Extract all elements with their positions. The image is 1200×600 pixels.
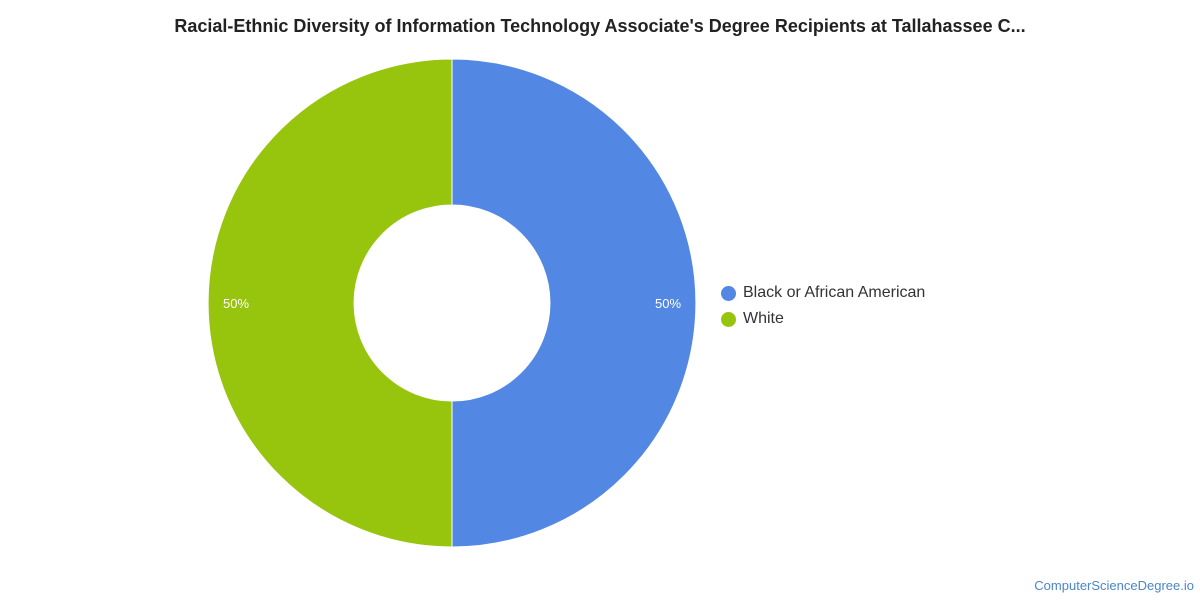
data-label-white: 50% xyxy=(223,296,249,311)
legend-swatch-white xyxy=(721,311,736,327)
site-watermark[interactable]: ComputerScienceDegree.io xyxy=(1034,578,1194,593)
legend: Black or African American White xyxy=(721,280,925,332)
donut-slice-white[interactable] xyxy=(207,58,453,548)
donut-slice-black-or-african-american[interactable] xyxy=(451,58,697,548)
legend-item-black-or-african-american[interactable]: Black or African American xyxy=(721,280,925,306)
legend-swatch-black-or-african-american xyxy=(721,285,736,301)
chart-title: Racial-Ethnic Diversity of Information T… xyxy=(174,16,1026,36)
legend-label-white: White xyxy=(743,310,784,327)
legend-item-white[interactable]: White xyxy=(721,306,925,332)
data-label-black-or-african-american: 50% xyxy=(655,296,681,311)
legend-label-black-or-african-american: Black or African American xyxy=(743,284,926,301)
